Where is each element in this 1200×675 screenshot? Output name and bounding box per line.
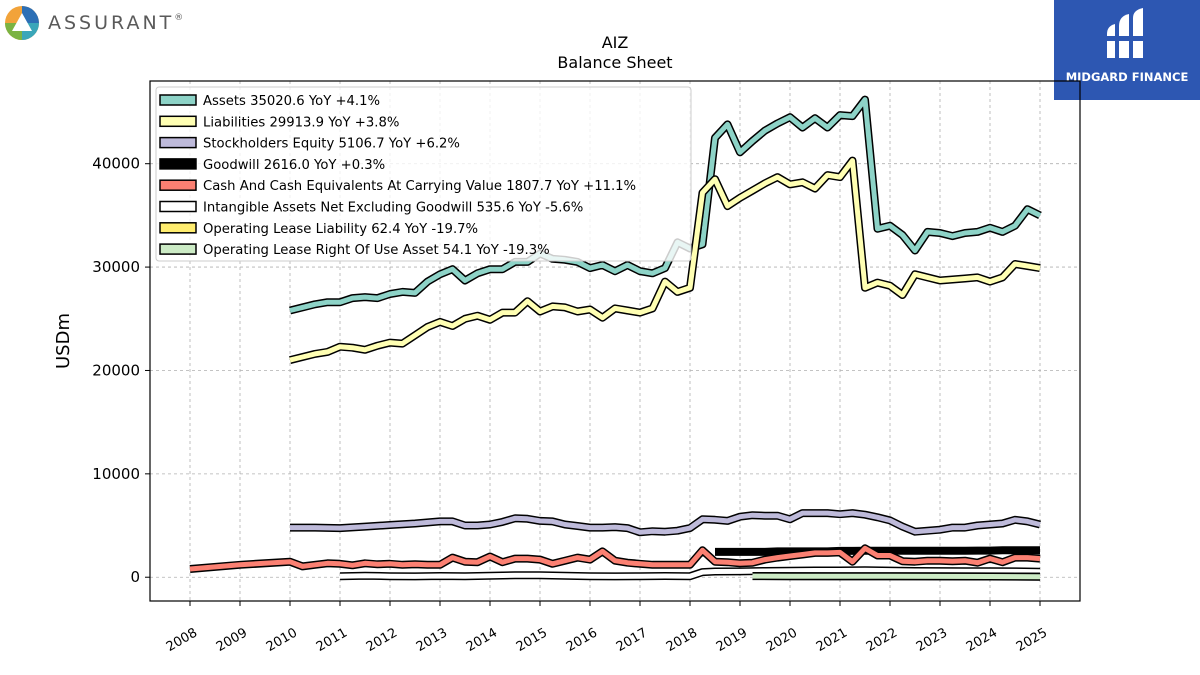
series-layer	[189, 95, 1042, 581]
x-tick-label: 2015	[514, 625, 550, 655]
legend-entry: Cash And Cash Equivalents At Carrying Va…	[159, 179, 636, 194]
legend-entry: Intangible Assets Net Excluding Goodwill…	[159, 200, 583, 216]
x-tick-label: 2010	[264, 625, 300, 655]
series-goodwill	[715, 546, 1040, 556]
y-tick-label: 30000	[92, 258, 140, 276]
legend-box	[155, 86, 692, 262]
x-tick-label: 2009	[214, 625, 250, 655]
legend-swatch	[159, 243, 197, 255]
chart-subtitle: Balance Sheet	[557, 53, 672, 72]
y-axis: 0 10000 20000 30000 40000	[92, 155, 150, 586]
legend-entry: Operating Lease Right Of Use Asset 54.1 …	[159, 243, 550, 258]
midgard-finance-logo: MIDGARD FINANCE	[1054, 0, 1200, 100]
legend-swatch	[159, 222, 197, 234]
legend-swatch	[159, 136, 197, 149]
x-tick-label: 2008	[164, 625, 200, 655]
legend-label: Operating Lease Right Of Use Asset 54.1 …	[203, 243, 550, 258]
legend-entry: Liabilities 29913.9 YoY +3.8%	[159, 115, 399, 130]
series-stockholders-equity	[290, 509, 1041, 537]
series-intangible-assets-net-excluding-goodwill	[339, 566, 1041, 581]
series-line-intangible-assets-net-excluding-goodwill	[339, 567, 1041, 579]
x-tick-label: 2014	[464, 625, 500, 655]
legend-swatch	[159, 158, 197, 170]
chart-title: AIZ	[602, 33, 629, 52]
x-tick-label: 2021	[814, 625, 850, 655]
x-tick-label: 2018	[664, 625, 700, 655]
registered-mark: ®	[174, 13, 184, 23]
x-tick-label: 2013	[414, 625, 450, 655]
series-line-assets	[289, 97, 1042, 313]
y-tick-label: 40000	[92, 155, 140, 173]
legend-label: Stockholders Equity 5106.7 YoY +6.2%	[203, 137, 460, 152]
y-tick-label: 10000	[92, 465, 140, 483]
assurant-logo: ASSURANT ®	[4, 4, 183, 42]
series-operating-lease-right-of-use-asset	[752, 572, 1041, 581]
assurant-wordmark: ASSURANT	[48, 12, 175, 34]
series-line-operating-lease-right-of-use-asset	[752, 573, 1041, 580]
x-tick-label: 2024	[964, 625, 1000, 655]
x-tick-label: 2017	[614, 625, 650, 655]
legend-entry: Assets 35020.6 YoY +4.1%	[159, 94, 380, 109]
series-line-liabilities	[289, 158, 1041, 363]
legend-label: Liabilities 29913.9 YoY +3.8%	[203, 115, 399, 130]
midgard-finance-logo-icon	[1105, 8, 1145, 58]
series-cash-and-cash-equivalents-at-carrying-value	[189, 544, 1041, 573]
x-tick-label: 2016	[564, 625, 600, 655]
y-axis-label: USDm	[53, 313, 74, 369]
legend-swatch	[159, 115, 197, 128]
legend-entry: Operating Lease Liability 62.4 YoY -19.7…	[159, 222, 478, 237]
series-line-goodwill	[715, 547, 1040, 555]
series-liabilities	[289, 156, 1041, 364]
legend-label: Intangible Assets Net Excluding Goodwill…	[203, 201, 583, 216]
legend-label: Assets 35020.6 YoY +4.1%	[203, 94, 380, 109]
series-line-cash-and-cash-equivalents-at-carrying-value	[189, 545, 1041, 572]
plot-frame	[149, 80, 1081, 602]
x-axis: 2008 2009 2010 2011 2012 2013 2014 2015 2016 2017…	[164, 601, 1050, 655]
legend-label: Cash And Cash Equivalents At Carrying Va…	[203, 179, 636, 194]
assurant-logo-icon	[5, 6, 39, 40]
x-tick-label: 2025	[1014, 625, 1050, 655]
y-tick-label: 0	[130, 568, 140, 586]
legend-swatch	[159, 179, 197, 191]
x-tick-label: 2012	[364, 625, 400, 655]
y-tick-label: 20000	[92, 361, 140, 379]
x-tick-label: 2023	[914, 625, 950, 655]
legend-swatch	[159, 200, 197, 213]
x-tick-label: 2022	[864, 625, 900, 655]
legend-label: Goodwill 2616.0 YoY +0.3%	[203, 158, 385, 173]
series-assets	[289, 95, 1042, 315]
legend-entry: Stockholders Equity 5106.7 YoY +6.2%	[159, 136, 460, 152]
x-tick-label: 2011	[314, 625, 350, 655]
x-tick-label: 2020	[764, 625, 800, 655]
series-line-stockholders-equity	[290, 510, 1041, 535]
midgard-finance-wordmark: MIDGARD FINANCE	[1065, 70, 1189, 84]
legend-swatch	[159, 94, 197, 106]
legend-entry: Goodwill 2616.0 YoY +0.3%	[159, 158, 385, 173]
legend-label: Operating Lease Liability 62.4 YoY -19.7…	[203, 222, 478, 237]
legend: Assets 35020.6 YoY +4.1% Liabilities 2991…	[155, 86, 692, 262]
x-tick-label: 2019	[714, 625, 750, 655]
